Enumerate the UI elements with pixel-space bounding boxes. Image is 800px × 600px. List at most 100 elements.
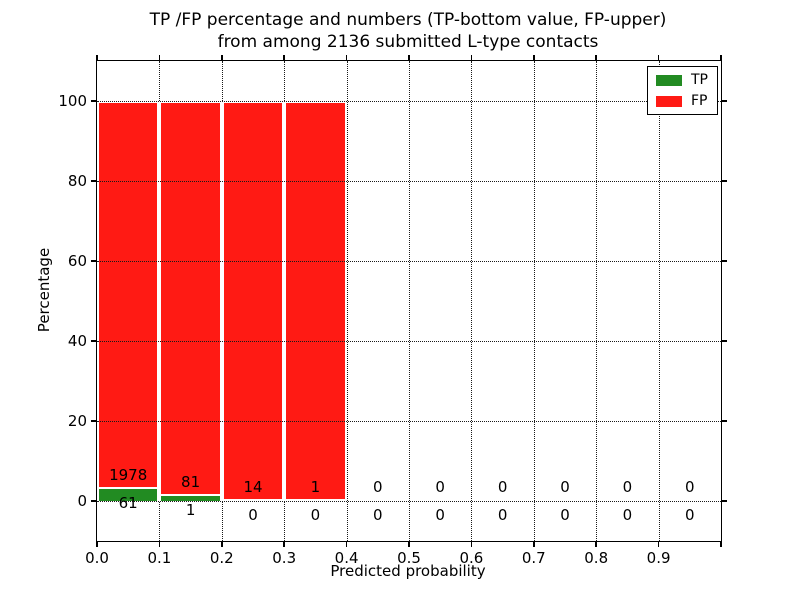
gridline-vertical xyxy=(533,61,535,541)
tp-count-label: 0 xyxy=(497,506,508,524)
legend-item-tp: TP xyxy=(656,73,708,87)
x-tick-label: 0.4 xyxy=(334,549,359,567)
x-tick-mark-top xyxy=(96,55,98,61)
x-tick-mark xyxy=(221,541,223,547)
gridline-horizontal xyxy=(97,181,721,182)
x-tick-label: 0.0 xyxy=(85,549,109,567)
y-tick-label: 40 xyxy=(67,332,87,350)
x-tick-mark-top xyxy=(595,55,597,61)
y-tick-mark-right xyxy=(721,260,727,262)
tp-count-label: 1 xyxy=(185,501,196,520)
y-tick-label: 0 xyxy=(77,492,87,510)
histogram-bar xyxy=(97,101,160,501)
fp-bar-segment xyxy=(159,101,222,497)
x-tick-mark-top xyxy=(158,55,161,61)
x-tick-label: 0.6 xyxy=(459,549,484,567)
x-tick-mark xyxy=(720,541,722,547)
y-tick-mark xyxy=(91,260,97,262)
legend: TP FP xyxy=(647,66,718,115)
fp-bar-segment xyxy=(284,101,347,501)
y-tick-mark xyxy=(91,180,97,182)
x-tick-label: 0.2 xyxy=(209,549,234,567)
y-tick-label: 20 xyxy=(67,412,87,430)
fp-count-label: 1 xyxy=(310,477,321,496)
fp-count-label: 0 xyxy=(435,477,445,496)
x-tick-mark xyxy=(158,541,161,547)
tp-count-label: 0 xyxy=(560,506,570,524)
tp-count-label: 0 xyxy=(310,506,321,524)
tp-count-label: 0 xyxy=(435,506,445,524)
tp-count-label: 0 xyxy=(622,506,633,524)
chart-title-line2: from among 2136 submitted L-type contact… xyxy=(217,32,599,52)
fp-count-label: 0 xyxy=(497,477,508,496)
tp-count-label: 0 xyxy=(685,506,695,524)
x-tick-label: 0.1 xyxy=(147,549,172,567)
y-tick-mark xyxy=(91,340,97,342)
gridline-vertical xyxy=(409,61,410,541)
y-tick-mark-right xyxy=(721,420,727,422)
fp-count-label: 0 xyxy=(685,477,695,496)
tp-bar-segment xyxy=(159,496,222,501)
chart-title: TP /FP percentage and numbers (TP-bottom… xyxy=(96,9,720,53)
gridline-horizontal xyxy=(97,421,721,422)
x-tick-mark xyxy=(96,541,98,547)
fp-bar-segment xyxy=(221,101,285,501)
legend-label: FP xyxy=(691,93,708,109)
y-tick-mark-right xyxy=(721,100,727,102)
x-tick-mark-top xyxy=(533,55,535,61)
x-tick-mark-top xyxy=(470,55,473,61)
tp-count-label: 0 xyxy=(373,506,383,524)
tp-bar-segment xyxy=(97,489,160,501)
x-tick-mark xyxy=(533,541,535,547)
fp-count-label: 0 xyxy=(560,477,570,496)
tp-count-label: 61 xyxy=(118,494,138,513)
legend-label: TP xyxy=(691,72,708,88)
gridline-horizontal xyxy=(97,101,721,102)
gridline-vertical xyxy=(346,61,348,541)
x-tick-mark-top xyxy=(657,55,660,61)
x-tick-mark-top xyxy=(720,55,722,61)
plot-area: TP FP 1978 61 81 1 14 0 1 0 0 0 0 0 0 0 0 0 0 0 0 0 0.0 0.1 0.2… xyxy=(58,55,727,567)
fp-bar-segment xyxy=(97,101,160,490)
histogram-bar xyxy=(284,101,347,501)
x-tick-mark xyxy=(595,541,597,547)
y-tick-label: 60 xyxy=(67,252,87,270)
y-tick-mark-right xyxy=(721,180,727,182)
fp-count-label: 1978 xyxy=(109,465,148,484)
x-tick-label: 0.9 xyxy=(646,549,671,567)
histogram-bar xyxy=(221,101,285,501)
legend-item-fp: FP xyxy=(656,94,708,108)
y-tick-mark xyxy=(91,420,97,422)
gridline-vertical xyxy=(596,61,598,541)
x-tick-mark xyxy=(345,541,348,547)
tp-color-swatch-icon xyxy=(656,74,682,86)
x-tick-mark-top xyxy=(345,55,348,61)
x-tick-mark xyxy=(408,541,410,547)
x-tick-mark xyxy=(470,541,473,547)
x-tick-label: 0.8 xyxy=(584,549,609,567)
fp-count-label: 14 xyxy=(243,477,263,496)
x-tick-mark-top xyxy=(283,55,285,61)
fp-count-label: 81 xyxy=(181,472,201,491)
y-tick-mark xyxy=(91,100,97,102)
x-tick-label: 0.3 xyxy=(272,549,297,567)
y-tick-mark-right xyxy=(721,500,727,502)
chart-title-line1: TP /FP percentage and numbers (TP-bottom… xyxy=(149,10,667,30)
gridline-horizontal xyxy=(97,261,721,262)
histogram-bar xyxy=(159,101,222,501)
tp-count-label: 0 xyxy=(248,506,258,524)
y-tick-mark-right xyxy=(721,340,727,342)
fp-count-label: 0 xyxy=(373,477,383,496)
gridline-horizontal xyxy=(97,501,721,502)
fp-count-label: 0 xyxy=(622,477,633,496)
x-tick-mark xyxy=(657,541,660,547)
x-tick-mark-top xyxy=(408,55,410,61)
x-tick-mark-top xyxy=(221,55,223,61)
y-tick-label: 100 xyxy=(58,92,87,110)
x-tick-mark xyxy=(283,541,285,547)
y-tick-mark xyxy=(91,500,97,502)
x-tick-label: 0.5 xyxy=(397,549,421,567)
x-axis-label: Predicted probability xyxy=(330,562,486,580)
gridline-vertical xyxy=(658,61,660,541)
